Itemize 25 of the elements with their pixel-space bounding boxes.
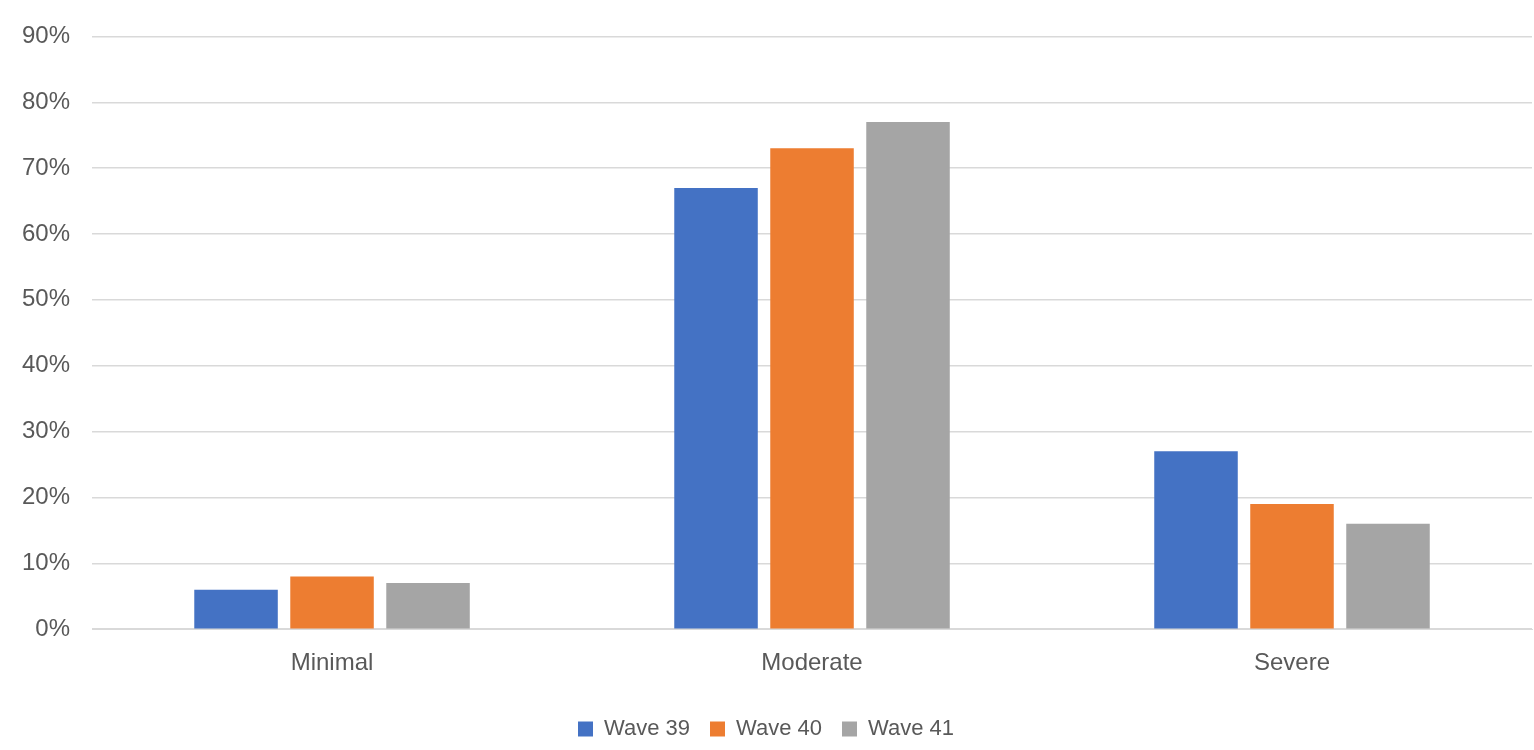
y-tick-label: 70% xyxy=(21,152,71,180)
legend-label: Wave 41 xyxy=(868,715,955,741)
y-tick-label: 40% xyxy=(21,350,71,378)
bar xyxy=(770,148,854,629)
legend-label: Wave 39 xyxy=(604,715,691,741)
bar xyxy=(1346,523,1430,629)
bar xyxy=(1250,504,1334,629)
y-tick-label: 10% xyxy=(21,547,71,575)
bar xyxy=(386,583,470,629)
x-tick-label: Minimal xyxy=(290,648,374,676)
y-tick-label: 50% xyxy=(21,284,71,312)
y-tick-label: 80% xyxy=(21,86,71,114)
y-tick-label: 60% xyxy=(21,218,71,246)
x-tick-label: Moderate xyxy=(761,648,863,676)
x-tick-label: Severe xyxy=(1253,648,1331,676)
y-tick-label: 0% xyxy=(35,613,71,641)
bar xyxy=(1154,451,1238,629)
y-tick-label: 90% xyxy=(21,21,71,49)
y-tick-label: 20% xyxy=(21,482,71,510)
y-tick-label: 30% xyxy=(21,416,71,444)
bar xyxy=(866,122,950,629)
legend-label: Wave 40 xyxy=(736,715,823,741)
bar xyxy=(674,187,758,629)
bar xyxy=(290,576,374,629)
bar xyxy=(194,589,278,629)
